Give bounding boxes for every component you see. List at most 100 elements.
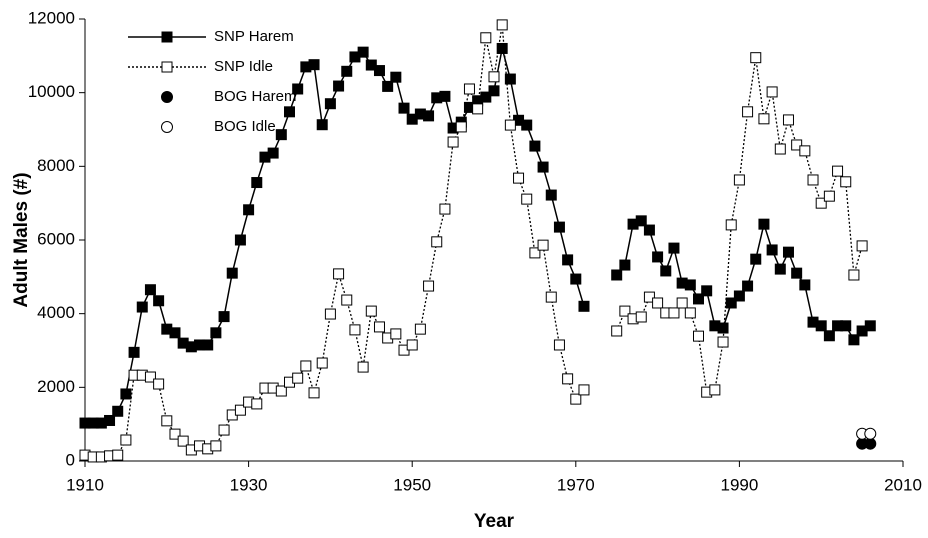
data-point — [545, 189, 557, 201]
data-point — [365, 305, 377, 317]
data-point — [496, 19, 508, 31]
data-point — [153, 378, 165, 390]
data-point — [537, 161, 549, 173]
data-point — [570, 273, 582, 285]
x-tick-label: 1910 — [66, 475, 104, 494]
data-point — [308, 59, 320, 71]
data-point — [488, 71, 500, 83]
data-point — [643, 224, 655, 236]
data-point — [529, 140, 541, 152]
data-point — [316, 119, 328, 131]
data-point — [782, 246, 794, 258]
data-point — [333, 80, 345, 92]
data-point — [635, 311, 647, 323]
data-point — [480, 91, 492, 103]
y-tick-label: 8000 — [37, 156, 75, 175]
data-point — [635, 215, 647, 227]
data-point — [234, 404, 246, 416]
data-point — [742, 106, 754, 118]
data-point — [652, 297, 664, 309]
data-point — [758, 113, 770, 125]
data-point — [652, 251, 664, 263]
y-tick-label: 12000 — [28, 8, 75, 27]
data-point — [496, 42, 508, 54]
data-point — [725, 219, 737, 231]
data-point — [807, 174, 819, 186]
data-point — [112, 405, 124, 417]
data-point — [472, 103, 484, 115]
data-point — [521, 119, 533, 131]
x-tick-label: 2010 — [884, 475, 922, 494]
data-point — [717, 336, 729, 348]
data-point — [292, 372, 304, 384]
data-point — [251, 177, 263, 189]
data-point — [578, 384, 590, 396]
data-point — [840, 320, 852, 332]
data-point — [308, 387, 320, 399]
data-point — [856, 240, 868, 252]
data-point — [104, 414, 116, 426]
data-point — [120, 388, 132, 400]
data-point — [414, 323, 426, 335]
y-tick-label: 2000 — [37, 377, 75, 396]
data-point — [463, 83, 475, 95]
data-point — [733, 174, 745, 186]
data-point — [333, 268, 345, 280]
data-point — [267, 147, 279, 159]
data-point — [210, 327, 222, 339]
data-point — [398, 102, 410, 114]
data-point — [553, 221, 565, 233]
data-point — [799, 279, 811, 291]
data-point — [537, 239, 549, 251]
data-point — [488, 85, 500, 97]
data-point — [864, 427, 877, 440]
data-point — [611, 269, 623, 281]
data-point — [324, 308, 336, 320]
data-point — [423, 110, 435, 122]
data-point — [733, 290, 745, 302]
data-point — [848, 269, 860, 281]
data-point — [275, 129, 287, 141]
data-point — [529, 247, 541, 259]
data-point — [832, 165, 844, 177]
data-point — [619, 305, 631, 317]
y-tick-label: 4000 — [37, 303, 75, 322]
data-point — [357, 361, 369, 373]
data-point — [750, 253, 762, 265]
data-point — [766, 86, 778, 98]
legend-marker — [161, 61, 173, 73]
data-point — [766, 244, 778, 256]
x-axis-label: Year — [474, 511, 515, 532]
data-point — [120, 434, 132, 446]
y-tick-label: 0 — [66, 450, 75, 469]
data-point — [693, 293, 704, 305]
x-tick-label: 1930 — [230, 475, 268, 494]
data-point — [774, 263, 786, 275]
data-point — [316, 357, 328, 369]
x-tick-label: 1970 — [557, 475, 595, 494]
data-point — [553, 339, 565, 351]
data-point — [742, 280, 754, 292]
data-point — [504, 73, 516, 85]
legend-marker — [161, 91, 173, 103]
data-point — [684, 279, 696, 291]
data-point — [717, 322, 729, 334]
y-tick-label: 6000 — [37, 229, 75, 248]
data-point — [365, 59, 377, 71]
data-point — [161, 415, 173, 427]
data-point — [136, 301, 148, 313]
data-point — [545, 291, 557, 303]
data-point — [701, 285, 713, 297]
data-point — [153, 295, 165, 307]
data-point — [791, 139, 803, 151]
data-point — [455, 121, 467, 133]
data-point — [521, 193, 533, 205]
data-point — [611, 325, 623, 337]
data-point — [390, 328, 402, 340]
data-point — [840, 176, 852, 188]
data-point — [447, 136, 459, 148]
x-tick-label: 1950 — [393, 475, 431, 494]
data-point — [864, 437, 877, 450]
